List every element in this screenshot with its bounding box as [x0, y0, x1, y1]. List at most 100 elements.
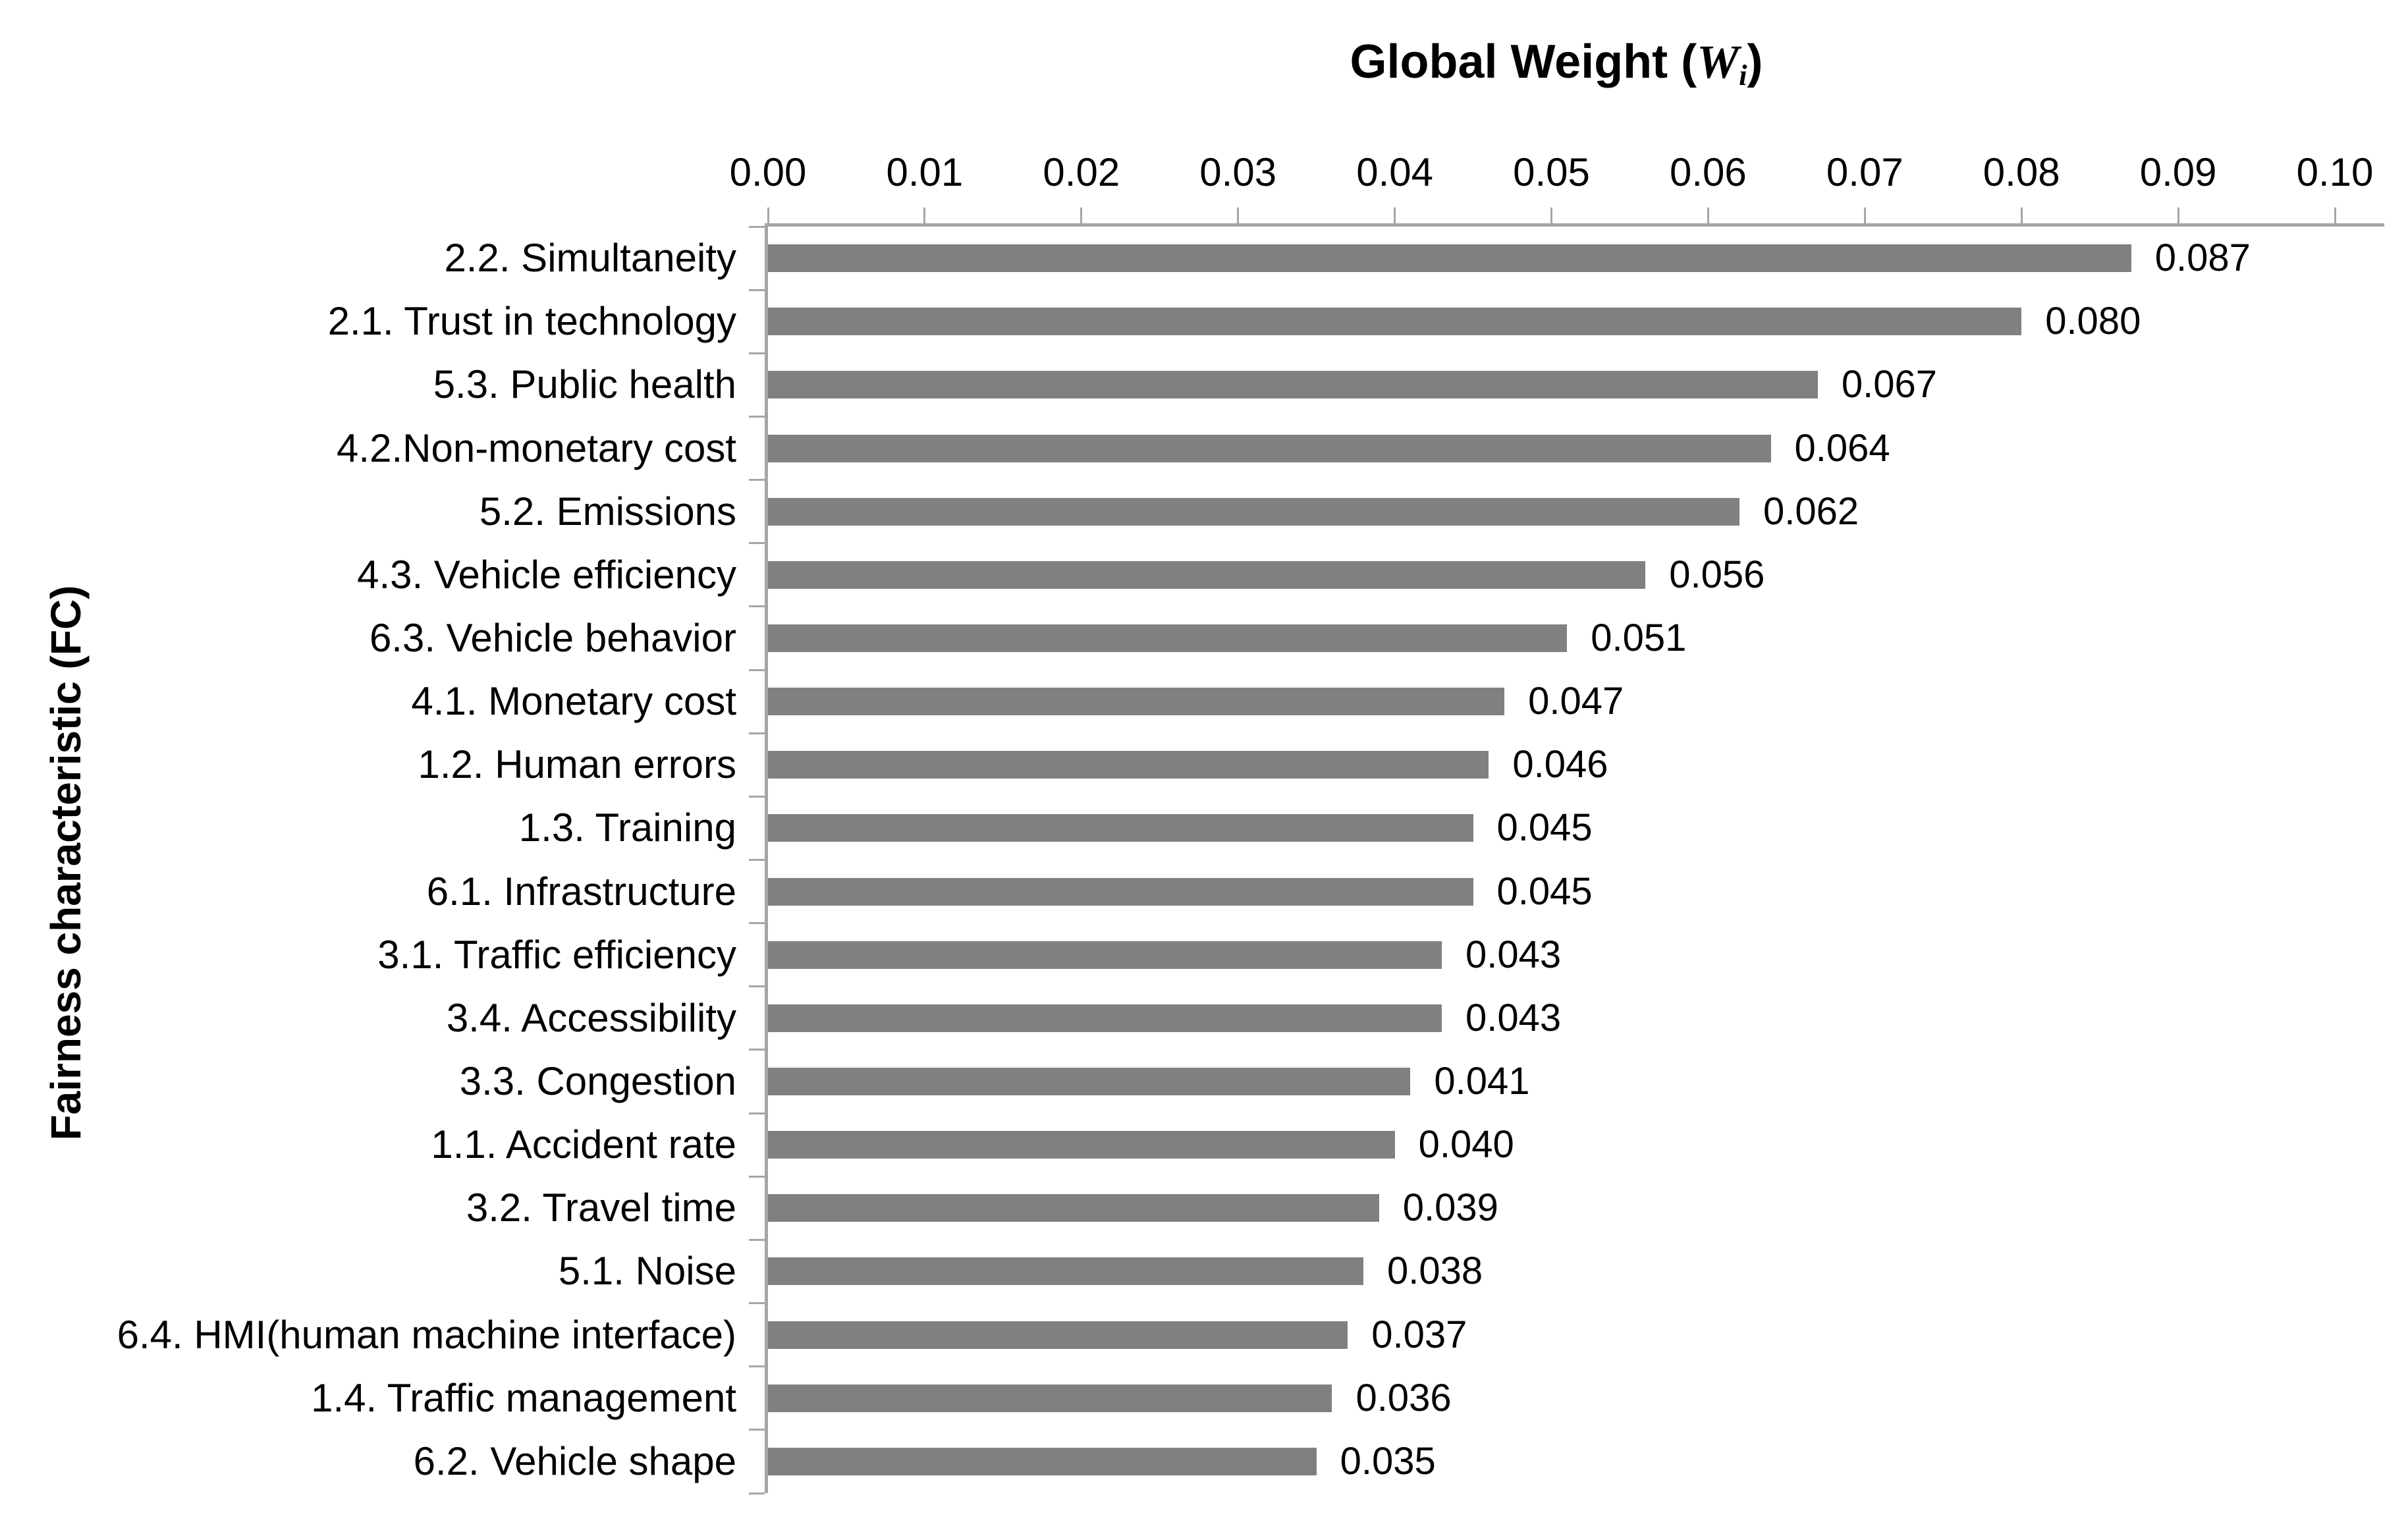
- x-tick-label: 0.02: [1043, 150, 1120, 194]
- bar-value-label: 0.087: [2154, 236, 2251, 280]
- bar-value-label: 0.043: [1465, 933, 1562, 976]
- bar-value-label: 0.041: [1434, 1060, 1530, 1103]
- x-tick: [1707, 207, 1709, 223]
- x-tick-label: 0.09: [2139, 150, 2217, 194]
- category-label: 2.1. Trust in technology: [327, 299, 736, 344]
- bar-value-label: 0.067: [1841, 363, 1938, 406]
- bar: [768, 877, 1473, 906]
- category-label: 6.4. HMI(human machine interface): [117, 1312, 736, 1357]
- bar: [768, 1068, 1411, 1096]
- y-tick: [749, 1302, 765, 1305]
- category-label: 6.3. Vehicle behavior: [369, 615, 736, 660]
- x-tick: [1080, 207, 1083, 223]
- bar: [768, 1384, 1332, 1412]
- bar-value-label: 0.080: [2045, 300, 2141, 343]
- category-label: 4.1. Monetary cost: [411, 679, 736, 724]
- x-tick: [923, 207, 926, 223]
- y-tick: [749, 732, 765, 734]
- category-label: 5.2. Emissions: [479, 489, 736, 534]
- bar-value-label: 0.038: [1387, 1249, 1483, 1293]
- bar-value-label: 0.039: [1402, 1186, 1498, 1230]
- bar: [768, 1447, 1317, 1475]
- category-label: 5.1. Noise: [558, 1249, 736, 1294]
- bar-value-label: 0.047: [1528, 680, 1624, 723]
- category-label: 4.2.Non-monetary cost: [337, 425, 736, 470]
- x-tick-label: 0.01: [886, 150, 964, 194]
- y-tick: [749, 1175, 765, 1178]
- bar-value-label: 0.036: [1355, 1376, 1452, 1419]
- x-tick: [1237, 207, 1240, 223]
- x-tick-label: 0.03: [1199, 150, 1277, 194]
- bar: [768, 688, 1505, 716]
- chart-title-subscript: i: [1739, 59, 1747, 92]
- x-tick: [767, 207, 769, 223]
- y-tick: [749, 1112, 765, 1114]
- category-label: 1.4. Traffic management: [311, 1375, 736, 1420]
- y-tick: [749, 859, 765, 861]
- bar: [768, 624, 1568, 652]
- x-tick: [2177, 207, 2179, 223]
- bar-value-label: 0.037: [1371, 1313, 1467, 1356]
- bar-value-label: 0.045: [1496, 869, 1593, 913]
- y-tick: [749, 542, 765, 545]
- bar: [768, 1194, 1379, 1222]
- x-tick-label: 0.05: [1513, 150, 1590, 194]
- y-tick: [749, 922, 765, 925]
- x-tick-label: 0.10: [2296, 150, 2374, 194]
- bar: [768, 244, 2131, 273]
- chart-title-symbol: W: [1697, 36, 1739, 88]
- category-label: 1.2. Human errors: [418, 742, 736, 787]
- x-tick: [1863, 207, 1866, 223]
- bar-value-label: 0.056: [1669, 553, 1765, 596]
- bar-value-label: 0.035: [1340, 1439, 1436, 1483]
- bar: [768, 941, 1442, 969]
- bar: [768, 434, 1771, 462]
- y-tick: [749, 795, 765, 798]
- category-label: 5.3. Public health: [433, 362, 736, 407]
- bar-value-label: 0.051: [1591, 616, 1687, 659]
- bar-value-label: 0.046: [1512, 743, 1608, 786]
- y-tick: [749, 669, 765, 671]
- y-tick: [749, 1365, 765, 1368]
- chart-title-text: Global Weight (: [1350, 36, 1697, 88]
- x-tick: [1394, 207, 1396, 223]
- category-label: 4.3. Vehicle efficiency: [357, 552, 736, 597]
- x-tick-label: 0.06: [1670, 150, 1747, 194]
- y-tick: [749, 1049, 765, 1051]
- y-tick: [749, 225, 765, 228]
- category-label: 3.4. Accessibility: [446, 995, 736, 1040]
- bar: [768, 814, 1473, 842]
- chart-title-suffix: ): [1747, 36, 1763, 88]
- bar: [768, 751, 1489, 779]
- y-tick: [749, 1492, 765, 1494]
- x-tick-label: 0.08: [1983, 150, 2060, 194]
- x-tick: [2020, 207, 2023, 223]
- category-label: 3.2. Travel time: [466, 1186, 736, 1230]
- bar: [768, 561, 1646, 589]
- bar-value-label: 0.040: [1418, 1123, 1514, 1166]
- y-tick: [749, 605, 765, 608]
- y-tick: [749, 985, 765, 988]
- bar: [768, 1131, 1395, 1159]
- y-tick: [749, 479, 765, 481]
- category-label: 3.3. Congestion: [459, 1059, 736, 1104]
- x-tick-label: 0.07: [1826, 150, 1903, 194]
- y-axis-line: [765, 223, 768, 1493]
- bar: [768, 371, 1818, 399]
- y-tick: [749, 352, 765, 354]
- bar: [768, 1004, 1442, 1032]
- category-label: 1.3. Training: [518, 806, 736, 850]
- x-tick: [1550, 207, 1552, 223]
- bar: [768, 1257, 1364, 1286]
- y-tick: [749, 415, 765, 418]
- category-label: 1.1. Accident rate: [431, 1122, 736, 1167]
- x-tick-label: 0.04: [1356, 150, 1433, 194]
- bar-value-label: 0.045: [1496, 806, 1593, 850]
- category-label: 2.2. Simultaneity: [444, 236, 736, 281]
- y-tick: [749, 1429, 765, 1431]
- bar: [768, 308, 2022, 336]
- bar: [768, 1321, 1348, 1349]
- y-tick: [749, 1238, 765, 1241]
- chart-title: Global Weight (Wi): [768, 34, 2345, 90]
